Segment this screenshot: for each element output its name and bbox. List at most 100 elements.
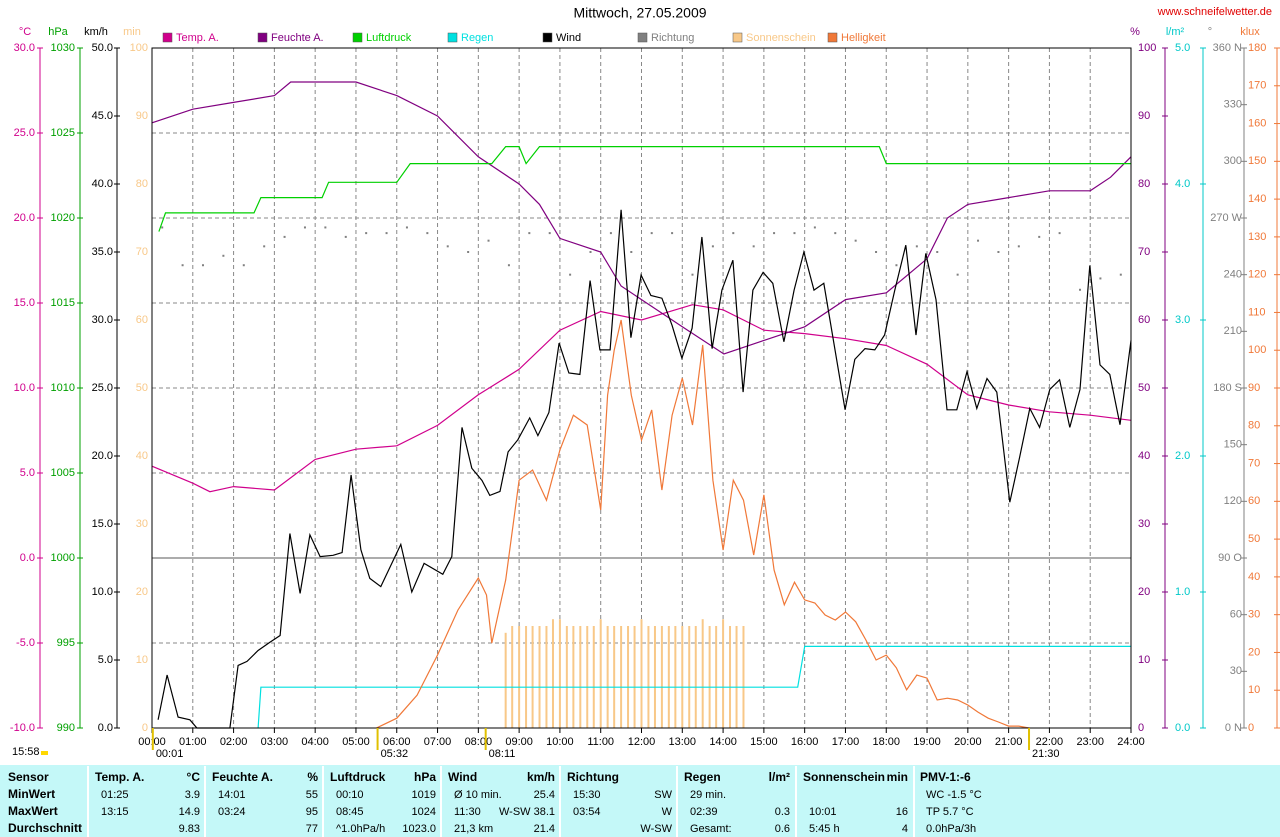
legend-swatch (637, 32, 648, 43)
sun-bar (640, 619, 643, 728)
direction-dot (405, 226, 408, 229)
table-unit: % (307, 770, 318, 784)
y-tick-label: 360 N (1213, 42, 1242, 54)
sun-bar (667, 626, 670, 728)
x-tick-label: 14:00 (709, 736, 737, 748)
direction-dot (161, 226, 164, 229)
sun-bar (558, 619, 561, 728)
table-header: Temp. A. (95, 770, 144, 784)
legend-label: Regen (461, 32, 493, 44)
legend-label: Richtung (651, 32, 694, 44)
sun-bar (606, 626, 609, 728)
row-label: MinWert (8, 787, 55, 801)
axis-unit: km/h (84, 26, 108, 38)
sun-bar (653, 626, 656, 728)
direction-dot (1017, 245, 1020, 248)
x-tick-label: 07:00 (424, 736, 452, 748)
direction-dot (1099, 277, 1102, 280)
y-tick-label: 0 (142, 722, 148, 734)
y-tick-label: 50.0 (92, 42, 113, 54)
y-tick-label: 100 (1248, 344, 1266, 356)
direction-dot (915, 245, 918, 248)
sun-bar (688, 626, 691, 728)
legend-label: Feuchte A. (271, 32, 324, 44)
y-tick-label: 90 (136, 110, 148, 122)
cell-left: 03:24 (218, 806, 246, 818)
table-header: Feuchte A. (212, 770, 273, 784)
table-unit: min (887, 770, 908, 784)
y-tick-label: 30.0 (92, 314, 113, 326)
y-tick-label: 20 (1248, 646, 1260, 658)
y-tick-label: 35.0 (92, 246, 113, 258)
table-header: Richtung (567, 770, 619, 784)
y-tick-label: 1000 (51, 552, 75, 564)
direction-dot (283, 235, 286, 238)
y-tick-label: 1030 (51, 42, 75, 54)
y-tick-label: 210 (1224, 325, 1242, 337)
legend-swatch (732, 32, 743, 43)
direction-dot (875, 251, 878, 253)
legend-label: Luftdruck (366, 32, 412, 44)
y-tick-label: 180 S (1213, 382, 1242, 394)
y-tick-label: 330 (1224, 99, 1242, 111)
x-tick-label: 21:00 (995, 736, 1023, 748)
x-tick-label: 02:00 (220, 736, 248, 748)
sun-bar (701, 619, 704, 728)
y-tick-label: 160 (1248, 117, 1266, 129)
y-tick-label: 10.0 (92, 586, 113, 598)
y-tick-label: 90 O (1218, 552, 1242, 564)
direction-dot (997, 251, 1000, 253)
y-tick-label: 1025 (51, 127, 75, 139)
cell-right: 77 (306, 823, 318, 835)
sun-bar (627, 626, 630, 728)
x-tick-label: 15:00 (750, 736, 778, 748)
y-tick-label: 15.0 (14, 297, 35, 309)
sun-bar (511, 626, 514, 728)
x-tick-label: 11:00 (587, 736, 614, 748)
cell-right: 0.6 (775, 823, 790, 835)
y-tick-label: 1015 (51, 297, 75, 309)
sun-bar (715, 626, 718, 728)
direction-dot (548, 232, 551, 235)
x-tick-label: 01:00 (179, 736, 207, 748)
x-tick-label: 10:00 (546, 736, 574, 748)
series-line (158, 146, 1131, 232)
sun-bar (694, 626, 697, 728)
legend-swatch (542, 32, 553, 43)
direction-dot (1079, 288, 1082, 291)
y-tick-label: 5.0 (1175, 42, 1190, 54)
annotation-label: 00:01 (156, 748, 184, 760)
y-tick-label: 0 (1248, 722, 1254, 734)
legend-label: Wind (556, 32, 581, 44)
sun-bar (729, 626, 732, 728)
series-line (157, 209, 1132, 729)
y-tick-label: 25.0 (14, 127, 35, 139)
x-tick-label: 13:00 (669, 736, 697, 748)
y-tick-label: 0 (1138, 722, 1144, 734)
sun-bar (565, 626, 568, 728)
note-icon (41, 751, 48, 755)
x-tick-label: 24:00 (1117, 736, 1145, 748)
direction-dot (834, 232, 837, 235)
cell-right: 4 (902, 823, 908, 835)
y-tick-label: -5.0 (16, 637, 35, 649)
x-tick-label: 08:00 (465, 736, 493, 748)
left-note: 15:58 (12, 746, 40, 758)
table-header: PMV-1:-6 (920, 770, 971, 784)
y-tick-label: 170 (1248, 80, 1266, 92)
y-tick-label: 40 (1138, 450, 1150, 462)
table-unit: l/m² (769, 770, 790, 784)
axis-unit: hPa (48, 26, 68, 38)
sun-bar (586, 626, 589, 728)
sun-bar (531, 626, 534, 728)
sun-bar (518, 626, 521, 728)
cell-right: SW (654, 789, 672, 801)
cell-right: W (662, 806, 673, 818)
y-tick-label: 100 (130, 42, 148, 54)
legend-swatch (827, 32, 838, 43)
table-unit: hPa (414, 770, 436, 784)
table-header: Luftdruck (330, 770, 386, 784)
y-tick-label: 10 (136, 654, 148, 666)
y-tick-label: 1020 (51, 212, 75, 224)
